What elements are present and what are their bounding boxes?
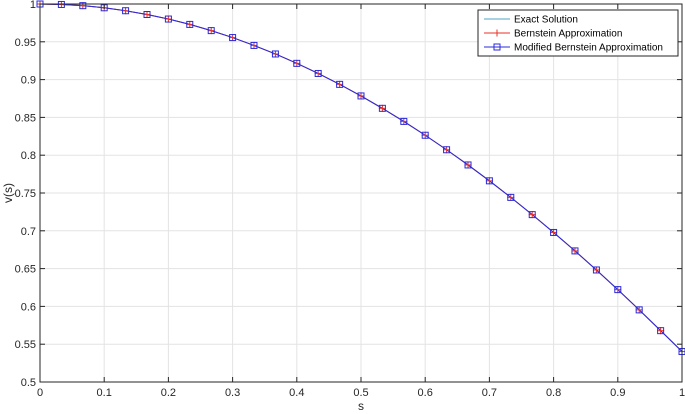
legend-item: Modified Bernstein Approximation bbox=[484, 43, 663, 54]
x-tick-label: 0.6 bbox=[418, 387, 433, 399]
y-tick-label: 0.5 bbox=[21, 377, 36, 389]
x-tick-label: 0.8 bbox=[546, 387, 561, 399]
y-tick-label: 0.85 bbox=[15, 112, 36, 124]
data-point-marker bbox=[186, 20, 194, 28]
data-point-marker bbox=[550, 228, 558, 236]
data-point-marker bbox=[186, 20, 194, 28]
data-point-marker bbox=[443, 146, 451, 154]
data-point-marker bbox=[164, 15, 172, 23]
data-point-marker bbox=[614, 286, 622, 294]
data-point-marker bbox=[400, 117, 408, 125]
data-point-marker bbox=[122, 7, 130, 15]
data-point-marker bbox=[79, 2, 87, 10]
series-markers bbox=[36, 0, 685, 356]
data-point-marker bbox=[528, 211, 536, 219]
data-point-marker bbox=[336, 80, 344, 88]
legend-item: Bernstein Approximation bbox=[484, 29, 622, 40]
legend-marker bbox=[493, 43, 501, 51]
data-point-marker bbox=[271, 50, 279, 58]
data-point-marker bbox=[571, 247, 579, 255]
data-point-marker bbox=[378, 104, 386, 112]
data-point-marker bbox=[314, 69, 322, 77]
x-axis-label: s bbox=[358, 399, 364, 413]
x-tick-label: 0.3 bbox=[225, 387, 240, 399]
legend-item: Exact Solution bbox=[484, 15, 578, 26]
legend-label: Exact Solution bbox=[514, 15, 578, 26]
data-point-marker bbox=[143, 11, 151, 19]
data-point-marker bbox=[293, 59, 301, 67]
data-point-marker bbox=[657, 327, 665, 335]
data-point-marker bbox=[122, 7, 130, 15]
x-axis-ticks: 0 0.1 0.2 0.3 0.4 0.5 0.6 0.7 0.8 0.9 1 bbox=[37, 4, 685, 399]
data-point-marker bbox=[207, 27, 215, 35]
x-tick-label: 0.7 bbox=[482, 387, 497, 399]
data-point-marker bbox=[336, 80, 344, 88]
data-point-marker bbox=[592, 266, 600, 274]
x-tick-label: 0.4 bbox=[289, 387, 304, 399]
data-point-marker bbox=[314, 69, 322, 77]
data-point-marker bbox=[357, 92, 365, 100]
data-point-marker bbox=[507, 193, 515, 201]
grid bbox=[40, 4, 682, 382]
y-axis-ticks: 0.5 0.55 0.6 0.65 0.7 0.75 0.8 0.85 0.9 0.95 1 bbox=[15, 0, 682, 389]
data-point-marker bbox=[571, 247, 579, 255]
data-point-marker bbox=[79, 2, 87, 10]
y-tick-label: 0.75 bbox=[15, 188, 36, 200]
y-tick-label: 0.55 bbox=[15, 339, 36, 351]
y-tick-label: 0.7 bbox=[21, 226, 36, 238]
data-point-marker bbox=[635, 306, 643, 314]
data-point-marker bbox=[143, 11, 151, 19]
data-point-marker bbox=[485, 177, 493, 185]
y-tick-label: 0.95 bbox=[15, 37, 36, 49]
data-point-marker bbox=[528, 211, 536, 219]
y-tick-label: 1 bbox=[30, 0, 36, 11]
data-point-marker bbox=[464, 161, 472, 169]
data-point-marker bbox=[464, 161, 472, 169]
data-point-marker bbox=[635, 306, 643, 314]
data-point-marker bbox=[250, 41, 258, 49]
data-point-marker bbox=[357, 92, 365, 100]
data-point-marker bbox=[378, 104, 386, 112]
data-point-marker bbox=[164, 15, 172, 23]
data-point-marker bbox=[400, 117, 408, 125]
data-point-marker bbox=[271, 50, 279, 58]
data-point-marker bbox=[485, 177, 493, 185]
data-point-marker bbox=[421, 131, 429, 139]
x-tick-label: 0 bbox=[37, 387, 43, 399]
data-point-marker bbox=[614, 286, 622, 294]
data-point-marker bbox=[229, 34, 237, 42]
data-point-marker bbox=[592, 266, 600, 274]
x-tick-label: 0.2 bbox=[161, 387, 176, 399]
x-tick-label: 1 bbox=[679, 387, 685, 399]
y-axis-label: v(s) bbox=[1, 183, 15, 203]
x-tick-label: 0.1 bbox=[97, 387, 112, 399]
data-point-marker bbox=[229, 34, 237, 42]
data-point-marker bbox=[421, 131, 429, 139]
y-tick-label: 0.9 bbox=[21, 75, 36, 87]
data-point-marker bbox=[443, 146, 451, 154]
legend-label: Bernstein Approximation bbox=[514, 29, 622, 40]
data-point-marker bbox=[507, 193, 515, 201]
data-point-marker bbox=[207, 27, 215, 35]
legend-label: Modified Bernstein Approximation bbox=[514, 43, 663, 54]
data-point-marker bbox=[550, 228, 558, 236]
x-tick-label: 0.5 bbox=[353, 387, 368, 399]
legend-box bbox=[477, 9, 679, 57]
legend: Exact Solution Bernstein Approximation Mod… bbox=[477, 9, 679, 57]
data-point-marker bbox=[293, 59, 301, 67]
y-tick-label: 0.8 bbox=[21, 150, 36, 162]
y-tick-label: 0.6 bbox=[21, 301, 36, 313]
x-tick-label: 0.9 bbox=[610, 387, 625, 399]
y-tick-label: 0.65 bbox=[15, 264, 36, 276]
data-point-marker bbox=[250, 41, 258, 49]
data-point-marker bbox=[657, 327, 665, 335]
